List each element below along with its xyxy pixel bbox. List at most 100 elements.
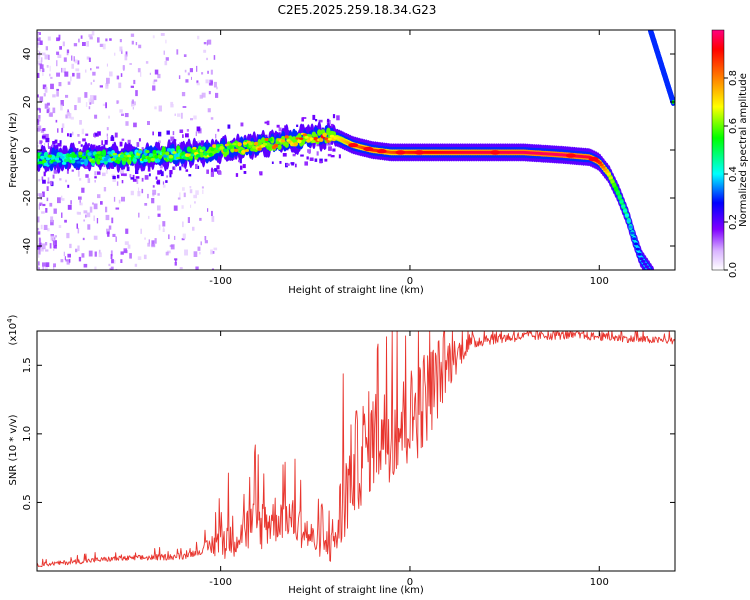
ridge-core [138,150,143,154]
noise-cell [140,228,142,234]
noise-cell [45,249,49,252]
colorbar-ticks: 0.0 0.2 0.4 0.6 0.8 [724,70,739,278]
noise-cell [327,153,332,157]
ridge-core [329,134,335,138]
noise-cell [106,77,110,84]
noise-cell [60,104,63,111]
noise-cell [190,118,193,121]
noise-cell [65,114,68,119]
noise-cell [103,187,107,192]
noise-cell [85,133,89,136]
noise-cell [259,171,262,174]
noise-cell [67,184,70,188]
noise-cell [158,224,161,231]
noise-cell [114,132,118,138]
noise-cell [69,258,71,263]
noise-cell [189,68,193,73]
noise-cell [184,69,187,73]
ridge-core [87,152,92,156]
noise-cell [48,107,51,113]
noise-cell [51,144,53,148]
noise-cell [77,227,80,234]
colorbar-tick-label: 0.8 [728,70,739,86]
spectrogram-y-ticks: -40 -20 0 20 40 [22,48,675,254]
noise-cell [85,102,88,107]
snr-frame [36,330,676,572]
ridge-body [43,151,49,159]
noise-cell [126,166,130,172]
colorbar-scale [711,29,725,271]
noise-cell [141,147,144,151]
ridge-core [105,154,110,159]
noise-cell [278,127,282,132]
noise-cell [92,71,96,76]
noise-cell [102,103,107,106]
noise-cell [93,133,97,137]
noise-cell [276,124,280,128]
noise-cell [69,133,72,138]
noise-cell [201,92,206,98]
ridge-core [284,135,289,139]
noise-cell [84,164,89,169]
noise-cell [148,239,150,244]
ridge-core [123,154,128,158]
ridge-core [74,157,80,160]
noise-cell [130,33,135,37]
noise-cell [158,131,162,137]
noise-cell [59,140,62,144]
ridge-core [72,154,78,159]
noise-cell [37,60,40,64]
noise-cell [319,160,323,164]
noise-cell [73,56,75,62]
noise-cell [116,75,120,80]
noise-cell [185,79,189,83]
noise-cell [77,245,80,252]
noise-cell [82,138,86,142]
noise-cell [85,214,87,218]
noise-cell [155,176,158,180]
noise-cell [57,128,59,133]
noise-cell [215,92,219,98]
ridge-core [183,156,188,160]
noise-cell [264,121,268,124]
ridge-core [604,170,610,174]
noise-cell [215,133,217,139]
noise-cell [119,141,123,147]
noise-cell [133,79,136,85]
noise-cell [97,171,101,175]
noise-cell [148,173,151,177]
ridge-core [107,151,112,155]
noise-cell [140,71,142,77]
ridge-core [76,161,81,164]
noise-cell [37,50,40,53]
noise-cell [112,175,116,180]
ridge-core [606,172,612,176]
noise-cell [45,46,48,51]
noise-cell [37,245,41,250]
ridge-core [168,154,174,159]
noise-cell [134,263,138,267]
noise-cell [300,154,304,157]
noise-cell [182,221,184,228]
noise-cell [99,85,103,88]
noise-cell [332,114,336,119]
noise-cell [97,194,101,199]
snr-scale-close: ) [8,314,19,318]
noise-cell [67,253,71,258]
noise-cell [181,238,185,241]
noise-cell [38,254,40,258]
noise-cell [106,127,109,131]
ridge-core [208,152,213,157]
noise-cell [105,206,108,213]
noise-cell [160,33,165,36]
noise-cell [42,266,44,270]
noise-cell [60,100,64,106]
noise-cell [58,34,61,40]
noise-cell [67,133,69,137]
noise-cell [66,53,69,56]
noise-cell [169,173,172,178]
noise-cell [111,259,114,264]
ridge-core [170,148,175,152]
noise-cell [152,185,155,188]
noise-cell [213,81,217,88]
